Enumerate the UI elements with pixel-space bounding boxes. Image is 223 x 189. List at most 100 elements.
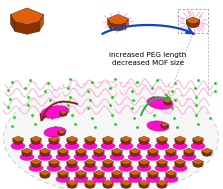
Ellipse shape xyxy=(83,164,97,171)
Polygon shape xyxy=(107,14,128,25)
Polygon shape xyxy=(184,161,185,167)
Polygon shape xyxy=(139,136,149,142)
Polygon shape xyxy=(58,172,59,178)
Polygon shape xyxy=(184,148,194,153)
Polygon shape xyxy=(157,161,158,167)
Ellipse shape xyxy=(65,164,79,171)
Polygon shape xyxy=(67,138,68,144)
Polygon shape xyxy=(157,159,167,165)
Polygon shape xyxy=(60,110,67,114)
Polygon shape xyxy=(31,138,32,144)
Polygon shape xyxy=(31,161,32,167)
Polygon shape xyxy=(76,161,77,167)
Polygon shape xyxy=(157,180,167,186)
Polygon shape xyxy=(41,175,49,179)
Polygon shape xyxy=(94,172,95,178)
Polygon shape xyxy=(49,172,50,178)
Polygon shape xyxy=(77,153,85,156)
Polygon shape xyxy=(130,172,131,178)
Ellipse shape xyxy=(56,153,70,160)
Polygon shape xyxy=(112,148,122,153)
Ellipse shape xyxy=(20,153,34,160)
Ellipse shape xyxy=(74,176,88,183)
Ellipse shape xyxy=(147,97,173,109)
Polygon shape xyxy=(161,123,168,126)
Ellipse shape xyxy=(155,143,169,149)
Polygon shape xyxy=(157,150,158,156)
Polygon shape xyxy=(31,150,32,156)
Ellipse shape xyxy=(128,176,142,183)
Ellipse shape xyxy=(191,143,205,149)
Polygon shape xyxy=(85,172,86,178)
Polygon shape xyxy=(176,141,184,145)
Polygon shape xyxy=(198,20,200,27)
Polygon shape xyxy=(32,141,40,145)
Ellipse shape xyxy=(47,143,61,149)
Polygon shape xyxy=(67,150,68,156)
Polygon shape xyxy=(130,138,131,144)
Ellipse shape xyxy=(146,176,160,183)
Polygon shape xyxy=(103,136,113,142)
Polygon shape xyxy=(76,150,77,156)
Polygon shape xyxy=(85,150,86,156)
Polygon shape xyxy=(194,141,202,145)
Polygon shape xyxy=(58,138,59,144)
Polygon shape xyxy=(40,150,41,156)
Polygon shape xyxy=(14,141,22,145)
Polygon shape xyxy=(184,138,185,144)
Polygon shape xyxy=(40,170,50,176)
Polygon shape xyxy=(85,136,95,142)
Polygon shape xyxy=(94,161,95,167)
Polygon shape xyxy=(40,138,41,144)
Polygon shape xyxy=(41,153,49,156)
Polygon shape xyxy=(140,185,148,189)
Polygon shape xyxy=(122,141,130,145)
Polygon shape xyxy=(166,138,167,144)
Polygon shape xyxy=(148,138,149,144)
Polygon shape xyxy=(50,141,58,145)
Polygon shape xyxy=(122,185,130,189)
Polygon shape xyxy=(130,182,131,188)
Polygon shape xyxy=(130,161,131,167)
Polygon shape xyxy=(103,159,113,165)
Ellipse shape xyxy=(101,143,115,149)
Polygon shape xyxy=(202,150,203,156)
Polygon shape xyxy=(166,161,167,167)
Polygon shape xyxy=(67,180,77,186)
Polygon shape xyxy=(157,138,158,144)
Polygon shape xyxy=(193,161,194,167)
Polygon shape xyxy=(13,136,23,142)
Ellipse shape xyxy=(38,153,52,160)
Ellipse shape xyxy=(110,176,124,183)
Ellipse shape xyxy=(128,153,142,160)
Polygon shape xyxy=(68,141,76,145)
Polygon shape xyxy=(86,141,94,145)
Polygon shape xyxy=(176,163,184,168)
Polygon shape xyxy=(95,153,103,156)
Polygon shape xyxy=(193,138,194,144)
Ellipse shape xyxy=(29,143,43,149)
Polygon shape xyxy=(59,133,64,136)
Polygon shape xyxy=(94,182,95,188)
Polygon shape xyxy=(31,136,41,142)
Polygon shape xyxy=(167,124,168,128)
Polygon shape xyxy=(186,17,200,24)
Polygon shape xyxy=(121,136,131,142)
Polygon shape xyxy=(39,15,43,31)
Polygon shape xyxy=(40,148,50,153)
Polygon shape xyxy=(139,182,140,188)
Polygon shape xyxy=(175,150,176,156)
Polygon shape xyxy=(139,180,149,186)
Polygon shape xyxy=(50,163,58,168)
Polygon shape xyxy=(121,172,122,178)
Ellipse shape xyxy=(92,153,106,160)
Polygon shape xyxy=(188,23,198,28)
Polygon shape xyxy=(175,172,176,178)
Polygon shape xyxy=(31,159,41,165)
Polygon shape xyxy=(13,138,14,144)
Ellipse shape xyxy=(92,176,106,183)
Polygon shape xyxy=(85,180,95,186)
Ellipse shape xyxy=(173,164,187,171)
Polygon shape xyxy=(22,138,23,144)
Polygon shape xyxy=(58,150,59,156)
